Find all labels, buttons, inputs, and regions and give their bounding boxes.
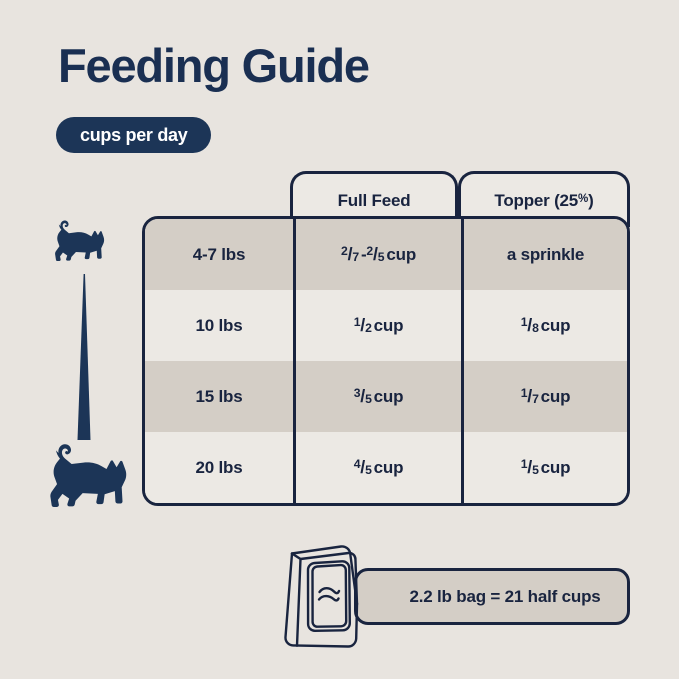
cell-full-feed: 4/5 cup [293,432,461,503]
fraction-value: 1/5 [520,456,539,478]
column-header-topper-prefix: Topper (25 [494,190,579,210]
cell-full-feed: 3/5 cup [293,361,461,432]
cat-size-scale [30,212,140,512]
fraction-value: 4/5 [353,456,372,478]
units-badge: cups per day [56,117,212,153]
units-badge-label: cups per day [80,124,188,145]
cell-topper: a sprinkle [461,219,627,290]
fraction-value: 2/7 [340,243,359,265]
size-wedge-icon [72,274,96,440]
table-row: 20 lbs 4/5 cup 1/5 cup [145,432,627,503]
unit-label: cup [386,244,417,264]
pet-food-bag-icon [278,541,374,649]
fraction-value-2: 2/5 [366,243,385,265]
fraction-value: 3/5 [353,385,372,407]
unit-label: cup [373,386,404,406]
range-dash: - [360,244,367,264]
cell-full-feed: 1/2 cup [293,290,461,361]
unit-label: cup [373,315,404,335]
unit-label: cup [540,457,571,477]
table-row: 15 lbs 3/5 cup 1/7 cup [145,361,627,432]
bag-callout: 2.2 lb bag = 21 half cups [278,541,630,649]
cell-weight: 4-7 lbs [192,244,246,264]
cat-silhouette-large-icon [36,444,132,510]
cell-topper: 1/8 cup [461,290,627,361]
column-header-topper-percent: % [578,192,589,205]
unit-label: cup [540,315,571,335]
page-title: Feeding Guide [58,39,370,92]
cell-weight: 20 lbs [195,457,243,477]
cell-topper: 1/5 cup [461,432,627,503]
unit-label: cup [540,386,571,406]
column-header-full-feed-label: Full Feed [337,190,411,210]
cell-topper: 1/7 cup [461,361,627,432]
cell-weight: 10 lbs [195,315,243,335]
table-body: 4-7 lbs 2/7-2/5 cup a sprinkle 10 lbs 1/2… [142,216,630,506]
fraction-value: 1/7 [520,385,539,407]
table-row: 4-7 lbs 2/7-2/5 cup a sprinkle [145,219,627,290]
column-header-topper-suffix: ) [588,190,594,210]
cell-weight: 15 lbs [195,386,243,406]
cat-silhouette-small-icon [46,220,108,266]
bag-callout-bar: 2.2 lb bag = 21 half cups [354,568,630,625]
feeding-table: 4-7 lbs 2/7-2/5 cup a sprinkle 10 lbs 1/2… [142,216,630,506]
cell-full-feed: 2/7-2/5 cup [293,219,461,290]
table-row: 10 lbs 1/2 cup 1/8 cup [145,290,627,361]
bag-callout-label: 2.2 lb bag = 21 half cups [409,586,601,606]
fraction-value: 1/8 [520,314,539,336]
fraction-value: 1/2 [353,314,372,336]
unit-label: cup [373,457,404,477]
